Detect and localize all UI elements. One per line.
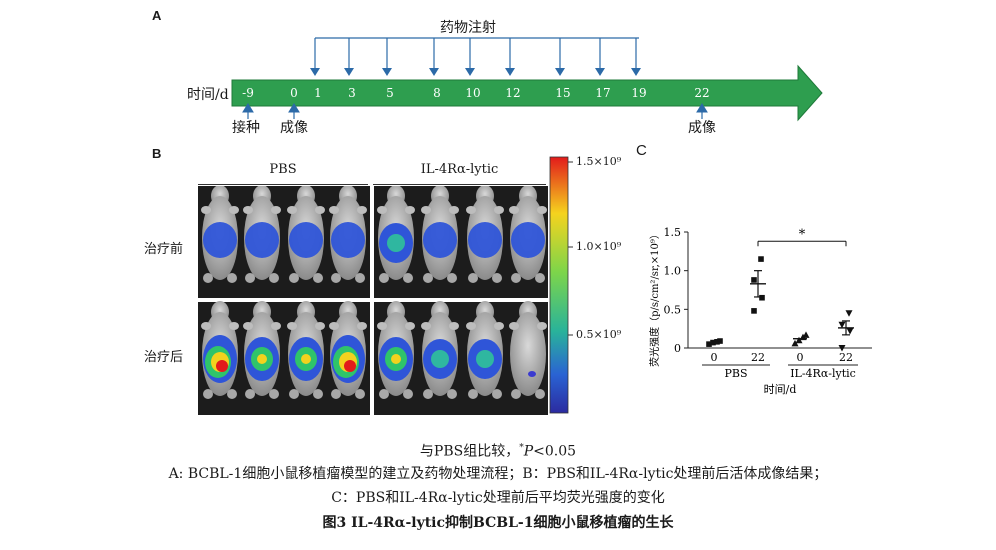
mouse: [509, 186, 547, 283]
row-label-before: 治疗前: [144, 242, 184, 257]
injection-arrowhead: [505, 68, 515, 76]
mouse: [509, 301, 547, 399]
day-label: 3: [348, 86, 356, 100]
day-label: 19: [631, 86, 646, 100]
panel-b-letter: B: [152, 146, 162, 161]
injection-arrowhead: [631, 68, 641, 76]
mouse: [377, 186, 415, 283]
mouse: [243, 301, 281, 399]
mouse: [243, 186, 281, 283]
injection-arrowhead: [465, 68, 475, 76]
y-tick-label: 0: [674, 342, 681, 355]
mouse: [421, 301, 459, 399]
y-tick-label: 0.5: [664, 303, 682, 316]
data-point: [845, 310, 853, 317]
data-point: [714, 339, 720, 345]
time-axis-label: 时间/d: [187, 87, 229, 103]
mouse: [466, 186, 504, 283]
note-star: *: [519, 443, 524, 453]
day-label: 15: [555, 86, 570, 100]
mouse: [377, 301, 415, 399]
data-point: [838, 345, 846, 352]
group-name: PBS: [724, 367, 747, 380]
group-label-lytic: IL-4Rα-lytic: [420, 162, 499, 177]
mouse: [287, 301, 325, 399]
x-tick-label: 0: [797, 351, 804, 364]
data-point: [791, 339, 799, 347]
mouse: [201, 186, 239, 283]
y-tick-label: 1.5: [664, 226, 682, 239]
inoculate-label: 接种: [232, 120, 260, 136]
colorbar-tick-2: 1.0×10⁹: [576, 240, 622, 253]
panel-a-timeline: -9 0 1 3 5 8 10 12 15 17 19 22: [231, 37, 823, 122]
day-label: 0: [290, 86, 298, 100]
injection-arrowhead: [429, 68, 439, 76]
group-line-lytic: [373, 184, 546, 185]
imaging-grid: [198, 186, 548, 415]
data-point: [751, 308, 757, 314]
note-prefix: 与PBS组比较，: [419, 443, 520, 460]
panel-c-letter: C: [636, 142, 647, 159]
day-labels: -9 0 1 3 5 8 10 12 15 17 19 22: [242, 86, 709, 100]
data-point: [759, 294, 765, 301]
row-label-after: 治疗后: [144, 350, 184, 365]
mouse: [329, 301, 367, 399]
imaging-label-day22: 成像: [688, 120, 716, 136]
data-point: [846, 327, 854, 335]
group-name: IL-4Rα-lytic: [790, 367, 856, 380]
drug-injection-label: 药物注射: [440, 20, 496, 36]
group-line-pbs: [198, 184, 368, 185]
panel-a-letter: A: [152, 8, 162, 23]
imaging-label-day0: 成像: [280, 120, 308, 136]
colorbar-tick-3: 0.5×10⁹: [576, 328, 622, 341]
drug-injection-arrows: [310, 38, 641, 76]
x-axis-label: 时间/d: [764, 383, 797, 396]
y-tick-label: 1.0: [664, 265, 682, 278]
mouse: [329, 186, 367, 283]
x-tick-label: 0: [711, 351, 718, 364]
x-tick-label: 22: [839, 351, 853, 364]
injection-arrowhead: [310, 68, 320, 76]
group-label-pbs: PBS: [269, 162, 297, 177]
mouse: [287, 186, 325, 283]
x-tick-label: 22: [751, 351, 765, 364]
data-point: [795, 336, 803, 344]
injection-arrowhead: [555, 68, 565, 76]
caption-line-2: C：PBS和IL-4Rα-lytic处理前后平均荧光强度的变化: [331, 490, 665, 506]
caption-line-1: A: BCBL-1细胞小鼠移植瘤模型的建立及药物处理流程；B：PBS和IL-4R…: [168, 466, 828, 482]
injection-arrowhead: [595, 68, 605, 76]
data-point: [802, 331, 810, 338]
timeline-arrow: [231, 64, 823, 122]
data-point: [838, 321, 846, 329]
day-label: 5: [386, 86, 394, 100]
data-point: [751, 277, 757, 283]
day-label: -9: [242, 86, 254, 100]
colorbar-tick-1: 1.5×10⁹: [576, 155, 622, 168]
sig-star: *: [799, 227, 806, 242]
day-label: 17: [595, 86, 610, 100]
colorbar: [549, 156, 573, 414]
day-label: 8: [433, 86, 441, 100]
day-label: 10: [465, 86, 480, 100]
mouse: [421, 186, 459, 283]
y-axis-label: 荧光强度（p/s/cm²/sr,×10⁹）: [648, 229, 661, 367]
day-label: 12: [505, 86, 520, 100]
day-label: 22: [694, 86, 709, 100]
significance-note: 与PBS组比较，*P<0.05: [0, 439, 996, 461]
data-point: [758, 256, 764, 262]
note-p: P: [523, 443, 534, 460]
data-point: [717, 338, 723, 344]
mouse: [201, 301, 239, 399]
note-suffix: <0.05: [533, 443, 577, 460]
data-point: [706, 341, 712, 347]
mouse: [466, 301, 504, 399]
injection-arrowhead: [382, 68, 392, 76]
figure-title: 图3 IL-4Rα-lytic抑制BCBL-1细胞小鼠移植瘤的生长: [322, 515, 674, 531]
day-label: 1: [314, 86, 322, 100]
injection-arrowhead: [344, 68, 354, 76]
